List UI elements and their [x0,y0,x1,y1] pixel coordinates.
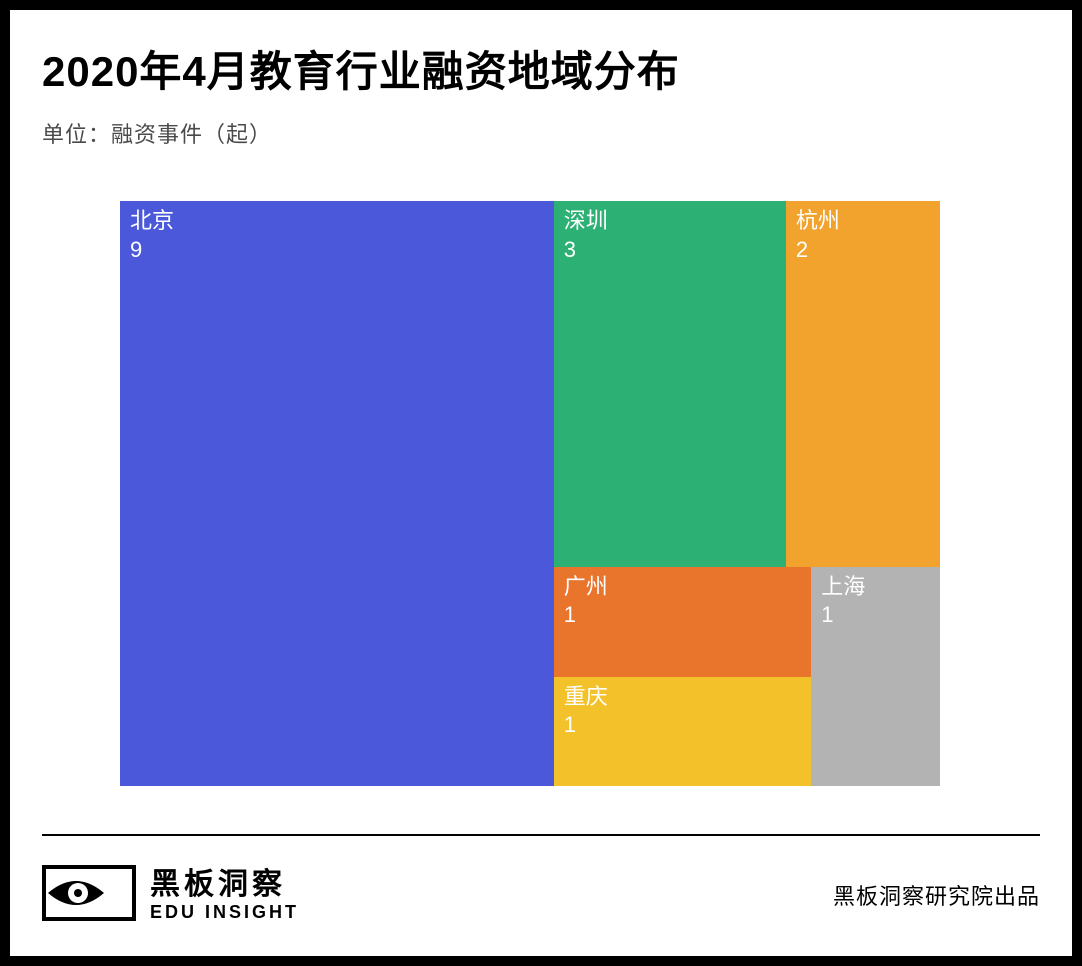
brand-name-cn: 黑板洞察 [150,868,299,901]
cell-label: 杭州 [796,207,930,236]
cell-value: 9 [130,236,544,265]
treemap-cell: 重庆1 [554,677,811,786]
footer-divider [42,834,1040,836]
chart-subtitle: 单位：融资事件（起） [42,117,1040,149]
cell-value: 1 [821,601,930,630]
cell-value: 1 [564,601,801,630]
cell-value: 2 [796,236,930,265]
treemap-cell: 广州1 [554,567,811,677]
cell-label: 广州 [564,573,801,602]
cell-value: 3 [564,236,776,265]
credit-text: 黑板洞察研究院出品 [833,879,1040,911]
treemap-cell: 上海1 [811,567,940,786]
cell-label: 重庆 [564,683,801,712]
treemap-cell: 北京9 [120,201,554,786]
brand-logo: 黑板洞察 EDU INSIGHT [42,865,299,926]
cell-value: 1 [564,711,801,740]
cell-label: 深圳 [564,207,776,236]
chart-card: 2020年4月教育行业融资地域分布 单位：融资事件（起） 北京9深圳3杭州2广州… [0,0,1082,966]
brand-name-en: EDU INSIGHT [150,903,299,923]
treemap-chart: 北京9深圳3杭州2广州1重庆1上海1 [120,201,940,786]
eye-icon [42,865,136,926]
treemap-cell: 深圳3 [554,201,786,567]
cell-label: 北京 [130,207,544,236]
footer: 黑板洞察 EDU INSIGHT 黑板洞察研究院出品 [42,860,1040,930]
chart-title: 2020年4月教育行业融资地域分布 [42,38,1040,99]
brand-text: 黑板洞察 EDU INSIGHT [150,868,299,923]
cell-label: 上海 [821,573,930,602]
treemap-cell: 杭州2 [786,201,940,567]
